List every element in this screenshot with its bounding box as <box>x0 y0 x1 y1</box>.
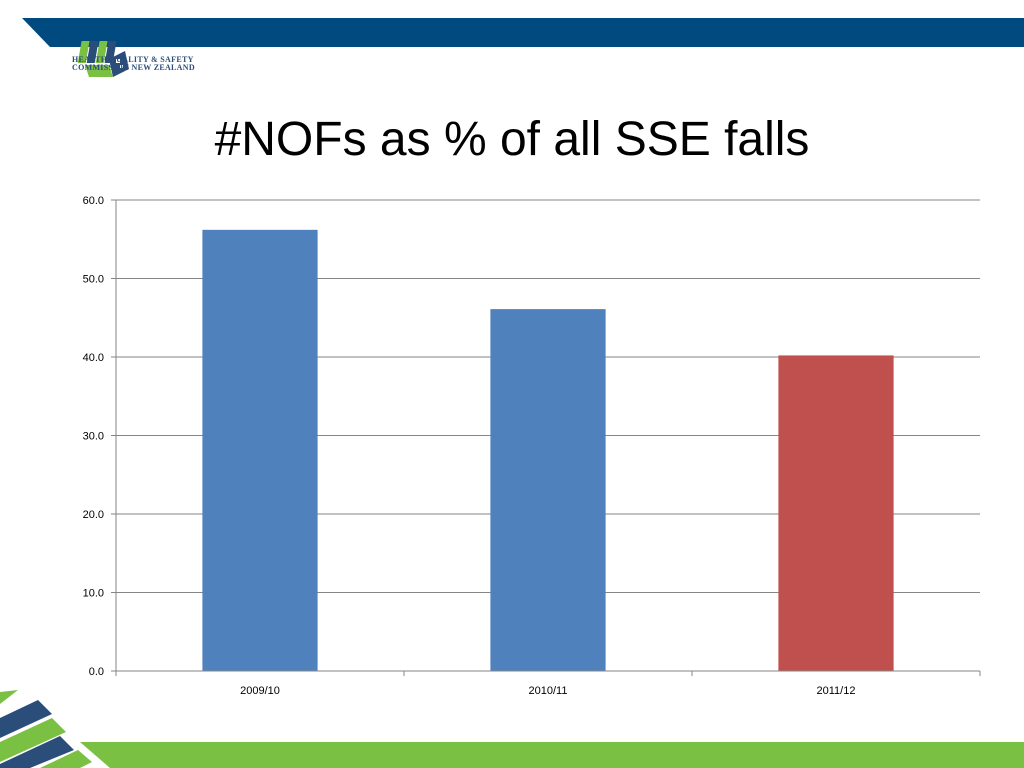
x-tick-label: 2009/10 <box>240 685 280 697</box>
logo-wordmark: HEALTH QUALITY & SAFETY COMMISSION NEW Z… <box>72 56 195 72</box>
logo-line-2: COMMISSION NEW ZEALAND <box>72 63 195 72</box>
y-tick-label: 60.0 <box>83 195 104 207</box>
x-tick-labels: 2009/10 2010/11 2011/12 <box>240 685 855 697</box>
header-band <box>22 18 1024 47</box>
bar-2009-10 <box>202 229 318 671</box>
logo-icon <box>77 41 129 77</box>
x-tick-label: 2011/12 <box>817 685 856 697</box>
bar-2011-12 <box>778 355 894 671</box>
footer-decoration <box>0 690 1024 768</box>
logo-line-1: HEALTH QUALITY & SAFETY <box>72 55 194 64</box>
y-tick-label: 30.0 <box>83 431 104 443</box>
x-tick-label: 2010/11 <box>529 685 568 697</box>
y-tick-label: 50.0 <box>83 274 104 286</box>
slide-title: #NOFs as % of all SSE falls <box>214 113 810 166</box>
y-tick-label: 10.0 <box>83 588 104 600</box>
y-tick-label: 20.0 <box>83 509 104 521</box>
y-tick-labels: 0.0 10.0 20.0 30.0 40.0 50.0 60.0 <box>83 195 104 678</box>
bar-2010-11 <box>490 309 606 671</box>
y-tick-label: 0.0 <box>89 666 104 678</box>
axes <box>111 199 981 676</box>
bars <box>202 229 894 671</box>
y-tick-label: 40.0 <box>83 352 104 364</box>
bar-chart: 0.0 10.0 20.0 30.0 40.0 50.0 60.0 2009/10 2010/… <box>83 195 981 697</box>
